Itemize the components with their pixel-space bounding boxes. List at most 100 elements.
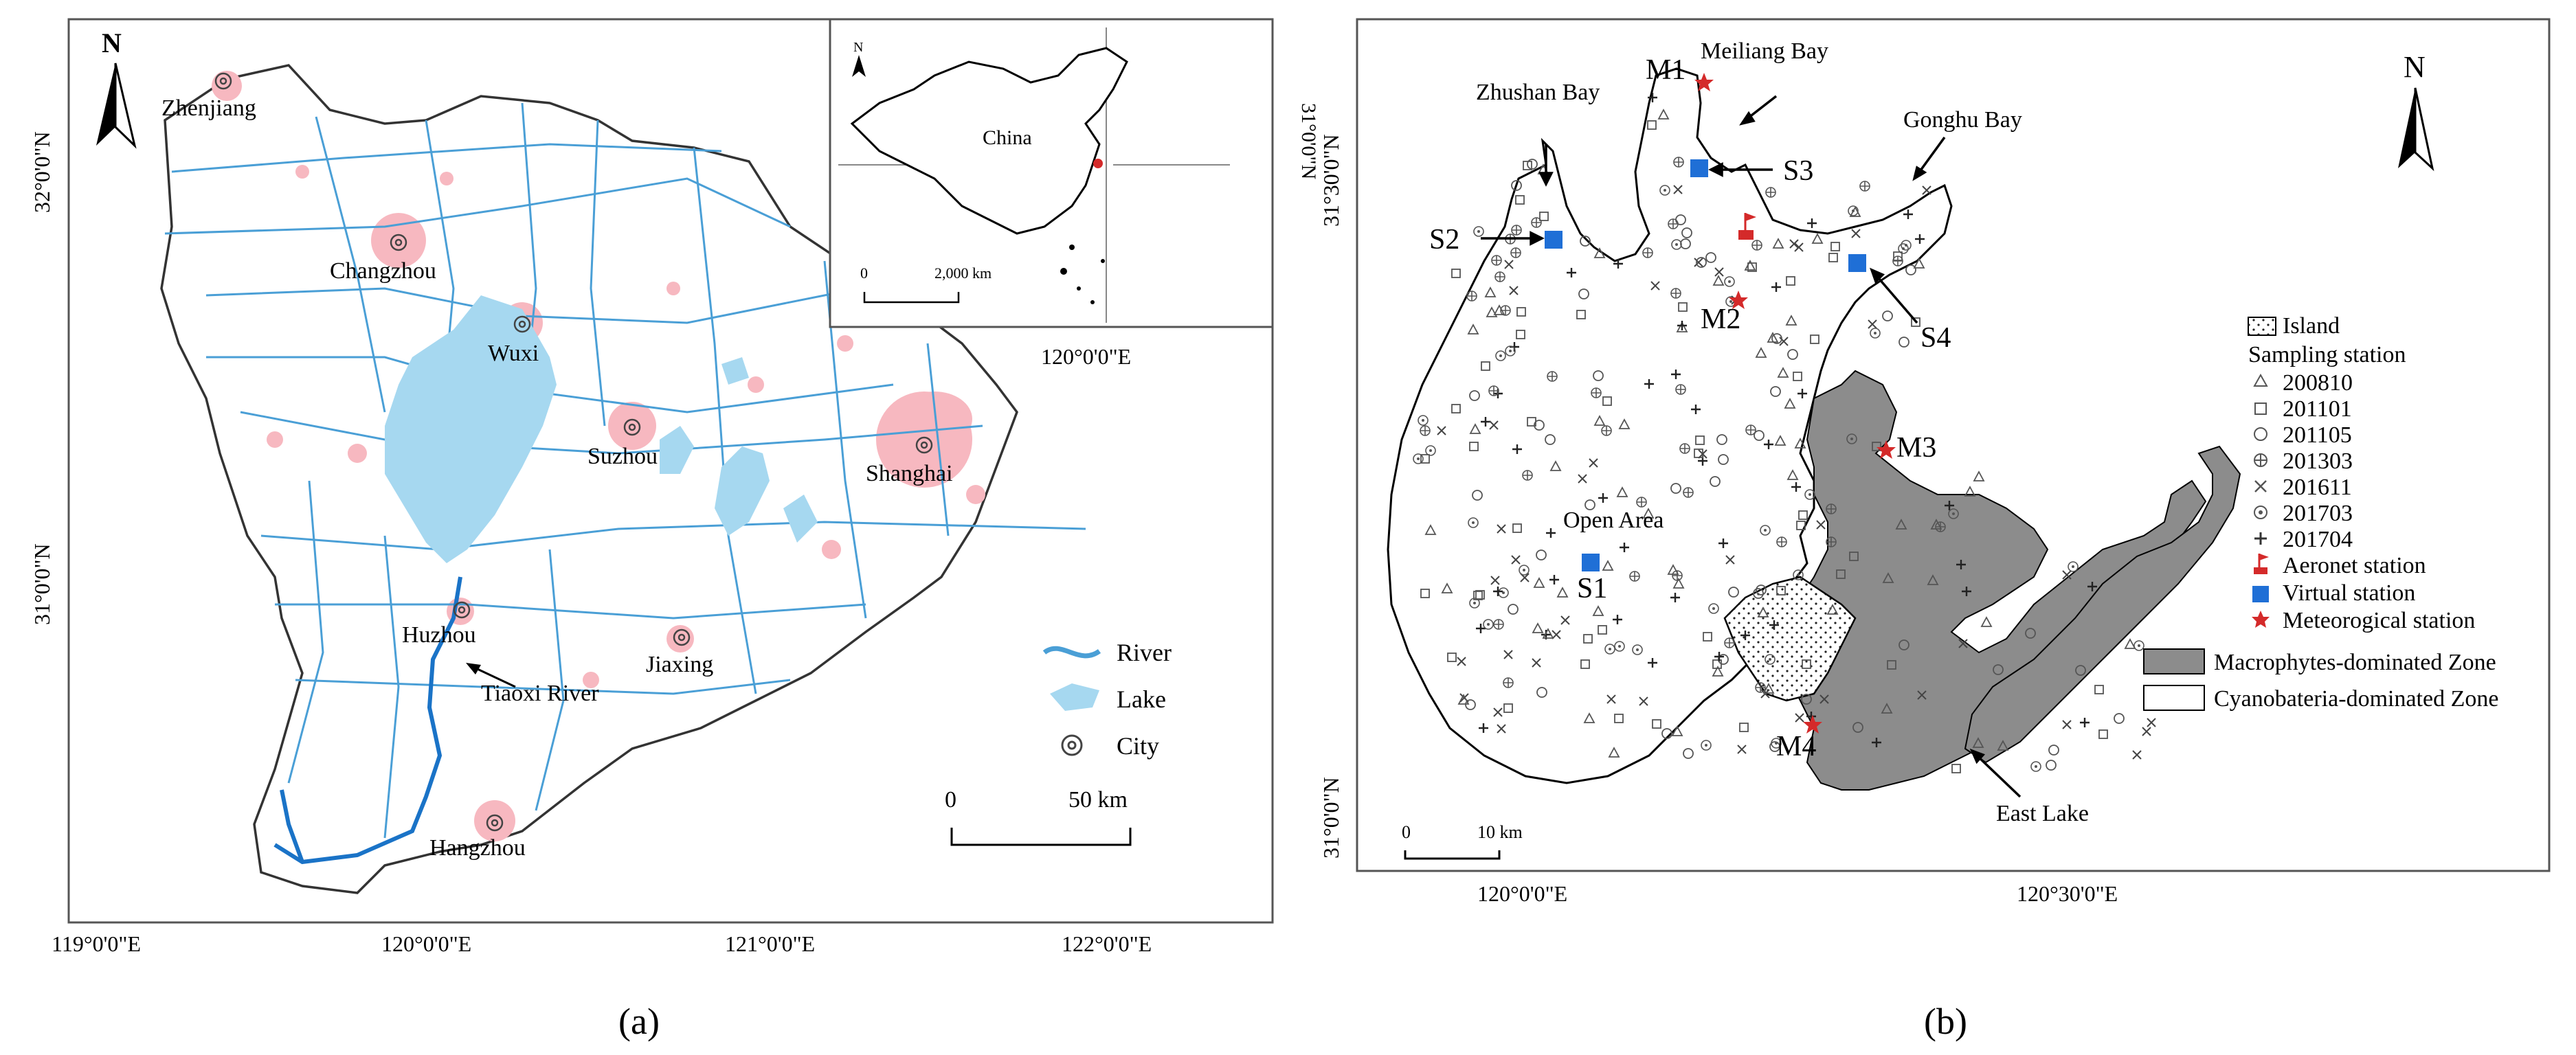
sampling-point (1644, 379, 1654, 389)
sampling-point (1608, 747, 1620, 758)
sampling-point (1523, 161, 1532, 170)
sampling-point (1598, 625, 1607, 635)
sampling-point (1618, 645, 1621, 648)
sampling-point (1508, 604, 1519, 615)
sampling-point (1441, 582, 1453, 593)
sampling-point (1424, 524, 1437, 535)
sampling-point (1593, 370, 1604, 381)
sampling-point (1567, 268, 1576, 277)
sampling-point (1802, 659, 1811, 669)
sampling-point (1997, 740, 2009, 751)
sampling-point (1504, 260, 1514, 269)
sampling-point (1703, 632, 1712, 642)
sampling-point (1598, 493, 1608, 503)
sampling-point (1515, 195, 1525, 205)
sampling-point (1417, 457, 1420, 460)
sampling-point (1754, 430, 1765, 441)
sampling-point (1522, 470, 1533, 481)
sampling-point (1945, 501, 1954, 510)
panel-b: M1 M2 M3 M4 S1 S2 S3 S4 Meiliang Bay Zhu… (1319, 18, 2551, 1042)
east-lake-arrow (1974, 753, 2021, 798)
sampling-point (1670, 593, 1680, 602)
y-tick-b-2: 31°0'0"N (1319, 777, 1343, 859)
sampling-point (1830, 242, 1840, 251)
north-arrow-icon (2398, 87, 2434, 172)
sampling-point (1881, 703, 1893, 714)
sampling-point (2035, 765, 2037, 768)
sampling-point (1420, 589, 1430, 598)
sampling-point (1647, 120, 1657, 130)
virtual-legend-icon (2252, 586, 2269, 602)
sampling-point (2075, 665, 2086, 676)
sampling-point (1927, 574, 1939, 585)
sampling-point (1718, 538, 1728, 548)
city-marker (673, 628, 691, 646)
sampling-point (1972, 737, 1984, 748)
sampling-point (1519, 565, 1530, 576)
sampling-point (1772, 238, 1784, 249)
sampling-point (1420, 425, 1431, 436)
sampling-point (1680, 238, 1691, 249)
met-station-m3 (1877, 440, 1896, 459)
sampling-point (1913, 258, 1925, 269)
inset-north-arrow-icon (852, 55, 866, 77)
sampling-point (1683, 748, 1694, 759)
city-marker (390, 234, 407, 251)
sampling-point (1429, 449, 1432, 452)
sampling-point (1614, 641, 1625, 652)
met-stations (1694, 73, 1896, 734)
panel-a: Zhenjiang Changzhou Wuxi Suzhou Shanghai… (30, 18, 1320, 1042)
sampling-point (1604, 644, 1615, 655)
sampling-point (1691, 405, 1701, 414)
sampling-point (1498, 587, 1509, 598)
sampling-point (1760, 525, 1771, 536)
virtual-station-s3 (1690, 159, 1708, 177)
sampling-point (1542, 628, 1554, 639)
sampling-point (1481, 417, 1490, 427)
sampling-point (1948, 508, 1959, 519)
sampling-point (1499, 354, 1502, 357)
sampling-point (1712, 666, 1724, 677)
sampling-point (1447, 653, 1457, 662)
scale-a-start: 0 (945, 787, 956, 813)
small-lake (721, 357, 749, 385)
sampling-point (1793, 569, 1804, 580)
sampling-point (1771, 333, 1782, 344)
sampling-point (1784, 398, 1796, 409)
sampling-point (1671, 370, 1681, 379)
sampling-point (1911, 317, 1920, 327)
city-marker (623, 418, 641, 436)
city-label-huzhou: Huzhou (402, 622, 476, 648)
label-m3: M3 (1896, 432, 1936, 464)
sampling-point (1479, 723, 1488, 733)
sampling-point (1901, 240, 1912, 251)
caption-b: (b) (1924, 1001, 1967, 1042)
sampling-point (1614, 714, 1624, 723)
sampling-point (1516, 330, 1525, 339)
sampling-point (1962, 587, 1971, 596)
sampling-point (1868, 319, 1877, 329)
sampling-point (1850, 438, 1853, 440)
star-icon (2252, 611, 2270, 628)
sampling-point (1771, 282, 1781, 292)
sampling-point (1672, 578, 1685, 589)
sampling-point (1547, 371, 1558, 382)
sampling-point (1511, 180, 1522, 191)
legend-sampling-2: 201101 (2283, 396, 2352, 422)
sampling-point (1756, 585, 1767, 595)
sampling-point (1472, 521, 1475, 524)
label-s3: S3 (1783, 155, 1813, 187)
city-label-changzhou: Changzhou (330, 258, 436, 284)
tiaoxi-arrow-head (466, 663, 481, 674)
legend-aeronet: Aeronet station (2283, 553, 2426, 578)
sampling-point (1523, 569, 1525, 571)
sampling-point (1785, 315, 1797, 326)
legend-island: Island (2283, 313, 2340, 339)
sampling-point (1549, 460, 1562, 471)
sampling-point (1642, 247, 1653, 258)
sampling-point (1584, 499, 1595, 510)
small-lake (715, 446, 770, 536)
sampling-point (1676, 321, 1688, 332)
circle-plus-icon (2254, 453, 2267, 467)
city-marker (214, 72, 232, 90)
